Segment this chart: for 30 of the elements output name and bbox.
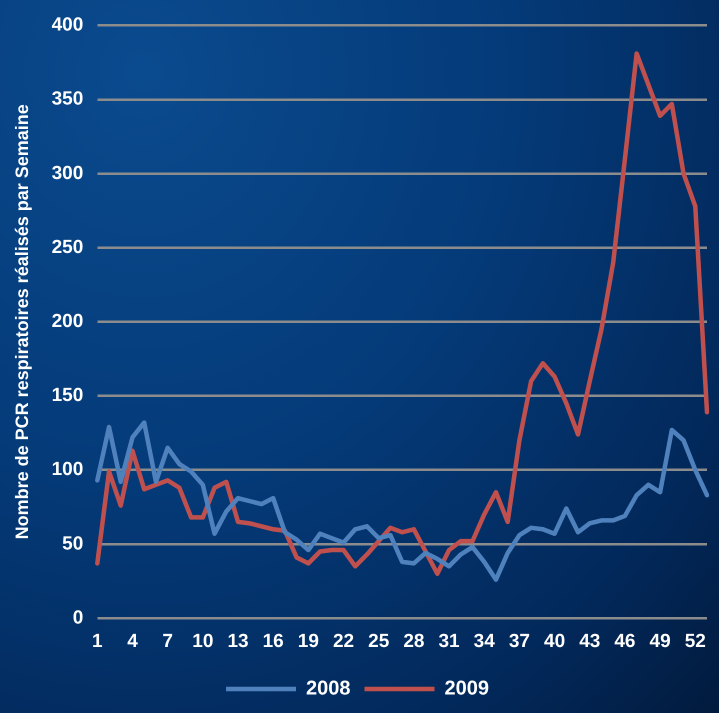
x-tick-label: 31: [438, 630, 460, 652]
y-tick-label: 150: [52, 385, 84, 406]
x-tick-label: 34: [474, 630, 496, 652]
x-tick-label: 19: [298, 630, 319, 652]
y-tick-label: 100: [52, 459, 84, 480]
legend-label: 2008: [306, 678, 351, 700]
y-tick-label: 50: [62, 533, 84, 554]
x-tick-label: 16: [262, 630, 284, 652]
x-tick-label: 1: [92, 630, 104, 652]
x-tick-label: 40: [544, 630, 566, 652]
x-tick-label: 43: [579, 630, 600, 652]
x-tick-label: 37: [508, 630, 530, 652]
y-tick-label: 200: [52, 311, 84, 332]
x-tick-label: 10: [192, 630, 214, 652]
x-tick-label: 28: [403, 630, 424, 652]
x-tick-label: 4: [127, 630, 138, 652]
legend-label: 2009: [444, 678, 489, 700]
y-tick-label: 350: [52, 88, 84, 110]
y-axis-title: Nombre de PCR respiratoires réalisés par Semaine: [12, 104, 32, 540]
x-tick-label: 25: [368, 630, 390, 652]
x-tick-label: 22: [332, 630, 354, 652]
y-tick-label: 400: [52, 14, 84, 36]
x-tick-label: 49: [650, 630, 671, 652]
x-tick-label: 13: [227, 630, 249, 652]
x-tick-label: 7: [162, 630, 173, 652]
y-tick-label: 300: [52, 162, 84, 184]
x-tick-label: 46: [614, 630, 636, 652]
x-tick-label: 52: [684, 630, 706, 652]
y-tick-label: 0: [72, 607, 84, 628]
y-tick-label: 250: [52, 236, 84, 258]
